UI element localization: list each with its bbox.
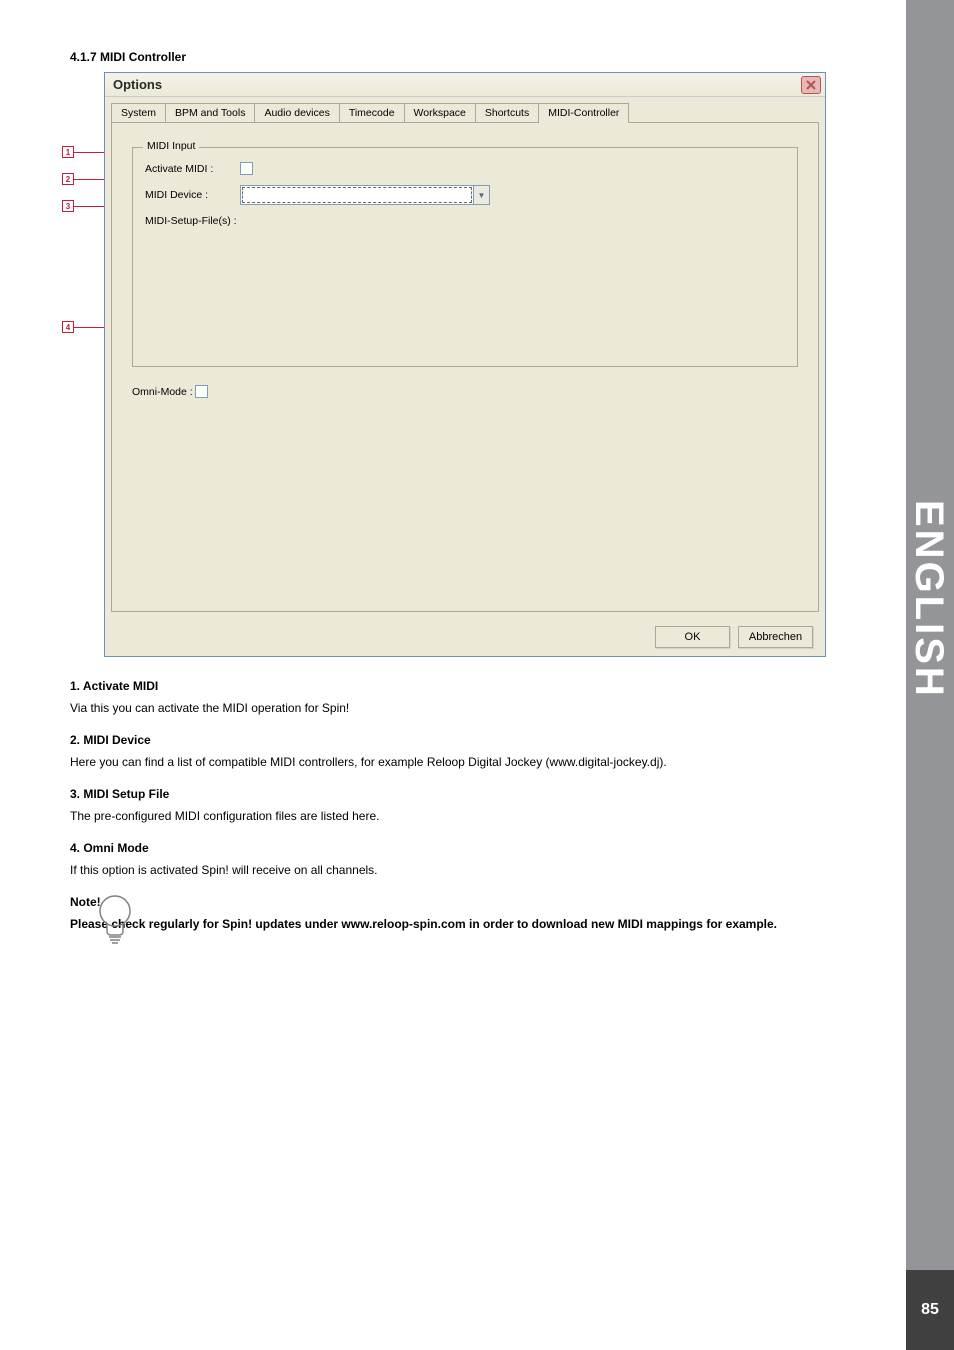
close-icon — [805, 79, 817, 91]
callout-4-box: 4 — [62, 321, 74, 333]
tab-panel: MIDI Input Activate MIDI : MIDI Device :… — [111, 122, 819, 612]
midi-device-row: MIDI Device : ▼ — [145, 185, 785, 205]
callout-2-box: 2 — [62, 173, 74, 185]
midi-input-groupbox: MIDI Input Activate MIDI : MIDI Device :… — [132, 147, 798, 367]
midi-device-combobox[interactable]: ▼ — [240, 185, 490, 205]
close-button[interactable] — [801, 76, 821, 94]
callout-line — [74, 179, 104, 180]
callout-line — [74, 152, 104, 153]
dialog-title: Options — [113, 77, 162, 92]
activate-midi-checkbox[interactable] — [240, 162, 253, 175]
text-midi-setup-file: The pre-configured MIDI configuration fi… — [70, 807, 894, 825]
tab-shortcuts[interactable]: Shortcuts — [476, 103, 539, 122]
heading-omni-mode: 4. Omni Mode — [70, 841, 149, 855]
callout-3: 3 — [62, 200, 104, 212]
tab-timecode[interactable]: Timecode — [340, 103, 405, 122]
dialog-buttons: OK Abbrechen — [105, 618, 825, 656]
tab-bpm-tools[interactable]: BPM and Tools — [166, 103, 255, 122]
callout-1-box: 1 — [62, 146, 74, 158]
text-omni-mode: If this option is activated Spin! will r… — [70, 861, 894, 879]
tabs-row: System BPM and Tools Audio devices Timec… — [105, 97, 825, 122]
callout-3-box: 3 — [62, 200, 74, 212]
side-language-label: ENGLISH — [906, 500, 951, 699]
combobox-textfield[interactable] — [242, 187, 472, 203]
page-number: 85 — [921, 1301, 939, 1319]
activate-midi-label: Activate MIDI : — [145, 163, 240, 175]
ok-button[interactable]: OK — [655, 626, 730, 648]
callout-2: 2 — [62, 173, 104, 185]
midi-setup-row: MIDI-Setup-File(s) : — [145, 215, 785, 227]
heading-midi-device: 2. MIDI Device — [70, 733, 151, 747]
activate-midi-row: Activate MIDI : — [145, 162, 785, 175]
text-midi-device: Here you can find a list of compatible M… — [70, 753, 894, 771]
midi-setup-label: MIDI-Setup-File(s) : — [145, 215, 240, 227]
callout-line — [74, 206, 104, 207]
cancel-button[interactable]: Abbrechen — [738, 626, 813, 648]
side-tab-pagenum: 85 — [906, 1270, 954, 1350]
heading-activate-midi: 1. Activate MIDI — [70, 679, 158, 693]
callout-4: 4 — [62, 321, 104, 333]
omni-mode-label: Omni-Mode : — [132, 386, 193, 398]
tab-midi-controller[interactable]: MIDI-Controller — [539, 103, 629, 123]
chevron-down-icon[interactable]: ▼ — [473, 186, 489, 204]
groupbox-legend: MIDI Input — [143, 140, 199, 152]
titlebar: Options — [105, 73, 825, 97]
text-note: Please check regularly for Spin! updates… — [70, 917, 777, 931]
body-text: 1. Activate MIDI Via this you can activa… — [70, 677, 894, 933]
callout-1: 1 — [62, 146, 104, 158]
tab-workspace[interactable]: Workspace — [405, 103, 476, 122]
callout-line — [74, 327, 104, 328]
options-dialog: Options System BPM and Tools Audio devic… — [104, 72, 826, 657]
section-heading: 4.1.7 MIDI Controller — [70, 50, 894, 64]
tab-system[interactable]: System — [111, 103, 166, 122]
text-activate-midi: Via this you can activate the MIDI opera… — [70, 699, 894, 717]
lightbulb-icon — [95, 893, 135, 948]
midi-device-label: MIDI Device : — [145, 189, 240, 201]
tab-audio-devices[interactable]: Audio devices — [255, 103, 339, 122]
heading-midi-setup-file: 3. MIDI Setup File — [70, 787, 169, 801]
omni-mode-row: Omni-Mode : — [132, 385, 798, 398]
omni-mode-checkbox[interactable] — [195, 385, 208, 398]
